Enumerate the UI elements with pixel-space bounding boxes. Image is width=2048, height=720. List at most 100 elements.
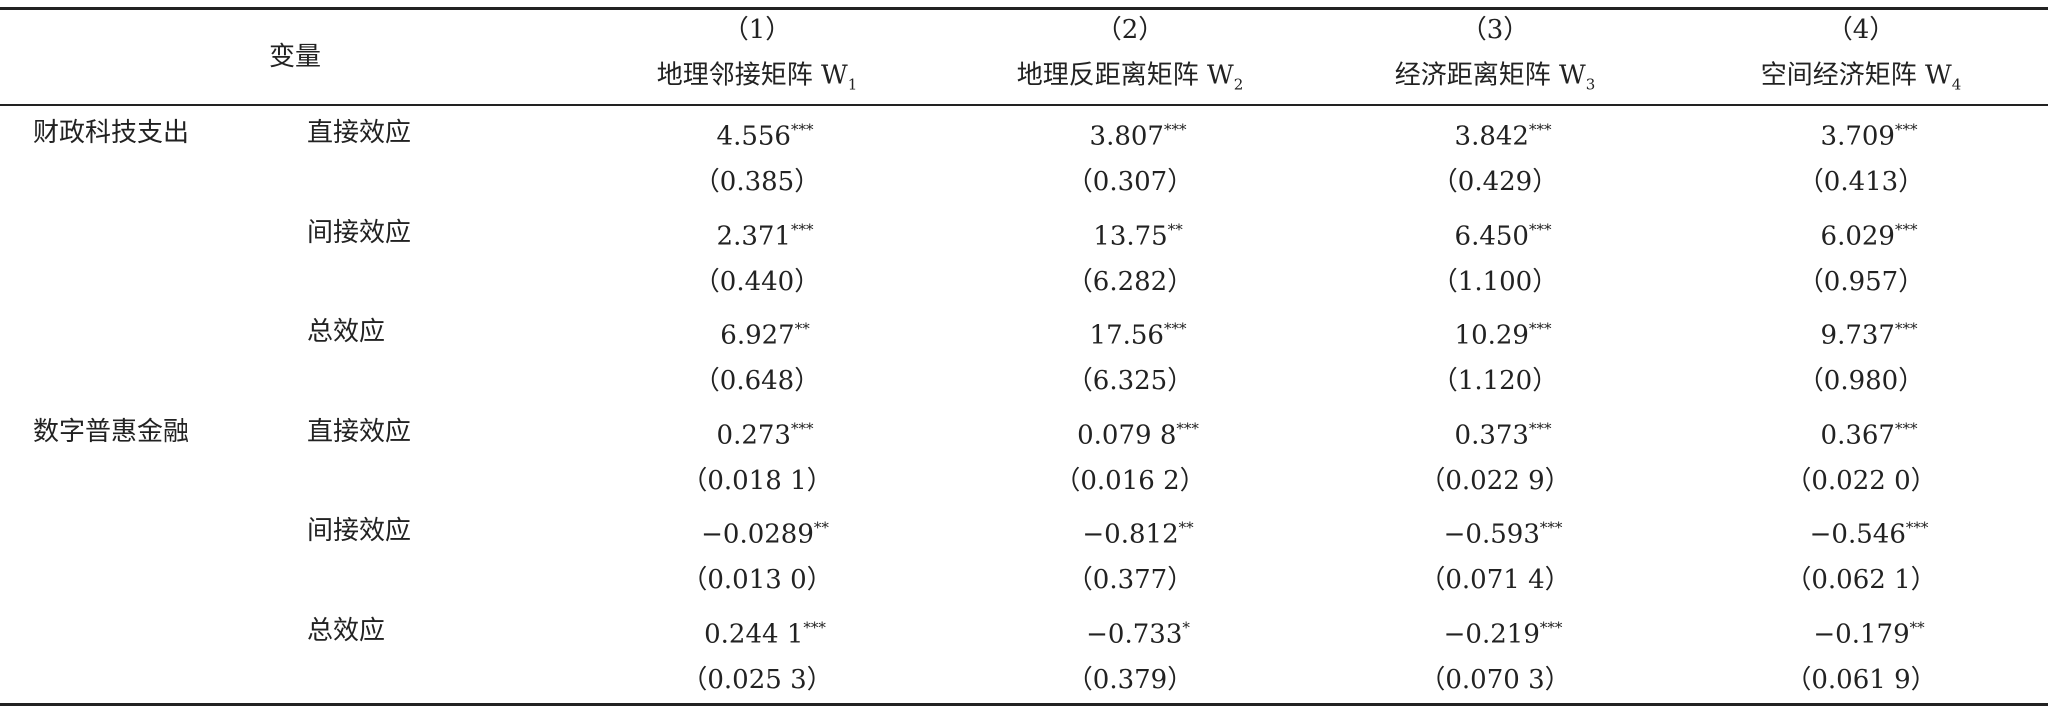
- significance-stars: ***: [1905, 518, 1929, 537]
- significance-stars: ***: [1539, 518, 1563, 537]
- coef-value: 10.29: [1454, 320, 1529, 351]
- standard-error: （0.025 3）: [681, 664, 833, 695]
- coef-value: 6.450: [1454, 220, 1529, 251]
- standard-error: （1.100）: [1431, 266, 1559, 297]
- standard-error: （0.648）: [693, 366, 821, 396]
- column-subscript: 1: [847, 75, 858, 94]
- coef-value: 6.029: [1820, 220, 1895, 251]
- coefficient: 3.842***: [1455, 115, 1552, 152]
- standard-error: （6.325）: [1066, 366, 1194, 396]
- significance-stars: ***: [1894, 120, 1918, 139]
- significance-stars: ***: [1163, 319, 1187, 338]
- standard-error: （6.282）: [1066, 266, 1194, 297]
- standard-error: （0.413）: [1797, 167, 1925, 197]
- coef-value: −0.812: [1082, 519, 1179, 550]
- column-label: 经济距离矩阵 W3: [1395, 60, 1596, 99]
- coefficient: 0.367***: [1821, 413, 1918, 450]
- coefficient: −0.733*: [1086, 612, 1190, 649]
- coefficient: 17.56***: [1090, 314, 1187, 351]
- coefficient: −0.179**: [1813, 612, 1924, 649]
- coefficient: 0.244 1***: [704, 612, 826, 649]
- column-subscript: 4: [1951, 75, 1962, 94]
- column-subscript: 2: [1233, 75, 1244, 94]
- effect-name: 总效应: [307, 317, 386, 347]
- coef-value: 0.244 1: [704, 618, 804, 649]
- coefficient: 6.450***: [1455, 214, 1552, 251]
- coef-value: −0.546: [1809, 519, 1906, 550]
- standard-error: （0.070 3）: [1419, 664, 1571, 695]
- coef-value: 3.709: [1820, 121, 1895, 152]
- coef-value: 0.079 8: [1077, 419, 1177, 450]
- significance-stars: ***: [1894, 319, 1918, 338]
- significance-stars: ***: [790, 220, 814, 239]
- significance-stars: ***: [1894, 220, 1918, 239]
- significance-stars: **: [1909, 618, 1925, 637]
- significance-stars: ***: [1528, 220, 1552, 239]
- standard-error: （0.022 0）: [1785, 465, 1937, 496]
- significance-stars: ***: [1894, 419, 1918, 438]
- group-name: 数字普惠金融: [33, 416, 190, 447]
- coef-value: −0.733: [1086, 618, 1183, 649]
- standard-error: （0.061 9）: [1785, 664, 1937, 695]
- column-number: （1）: [722, 15, 792, 45]
- significance-stars: ***: [1528, 419, 1552, 438]
- column-label-text: 地理邻接矩阵 W: [656, 60, 848, 91]
- column-number: （2）: [1095, 15, 1165, 45]
- significance-stars: ***: [1528, 319, 1552, 338]
- standard-error: （0.013 0）: [681, 565, 833, 595]
- column-subscript: 3: [1585, 75, 1596, 94]
- coef-value: 0.273: [716, 419, 791, 450]
- coefficient: 6.927**: [720, 314, 809, 351]
- coefficient: 6.029***: [1821, 214, 1918, 251]
- column-label: 空间经济矩阵 W4: [1761, 60, 1962, 99]
- standard-error: （0.018 1）: [681, 465, 833, 496]
- coef-value: 0.373: [1454, 419, 1529, 450]
- effect-name: 间接效应: [307, 217, 412, 248]
- significance-stars: ***: [1528, 120, 1552, 139]
- significance-stars: **: [1178, 518, 1194, 537]
- coef-value: 6.927: [720, 320, 795, 351]
- coefficient: 3.709***: [1821, 115, 1918, 152]
- coef-value: −0.0289: [701, 519, 814, 550]
- coefficient: 9.737***: [1821, 314, 1918, 351]
- coef-value: 3.807: [1089, 121, 1164, 152]
- coefficient: 0.273***: [717, 413, 814, 450]
- standard-error: （1.120）: [1431, 366, 1559, 396]
- standard-error: （0.307）: [1066, 167, 1194, 197]
- significance-stars: **: [794, 319, 810, 338]
- significance-stars: ***: [1176, 419, 1199, 438]
- group-name: 财政科技支出: [33, 118, 190, 148]
- coef-value: 4.556: [716, 121, 791, 152]
- standard-error: （0.980）: [1797, 366, 1925, 396]
- bottom-rule: [0, 703, 2048, 706]
- coef-value: −0.219: [1443, 618, 1540, 649]
- coefficient: 13.75**: [1093, 214, 1182, 251]
- coefficient: −0.546***: [1810, 513, 1929, 550]
- top-rule: [0, 7, 2048, 10]
- coef-value: −0.593: [1443, 519, 1540, 550]
- column-number: （4）: [1826, 15, 1896, 45]
- standard-error: （0.957）: [1797, 266, 1925, 297]
- significance-stars: ***: [1539, 618, 1563, 637]
- column-label-text: 经济距离矩阵 W: [1394, 60, 1586, 91]
- coef-value: 2.371: [716, 220, 791, 251]
- column-label-text: 空间经济矩阵 W: [1760, 60, 1952, 91]
- standard-error: （0.440）: [693, 266, 821, 297]
- coefficient: −0.0289**: [701, 513, 829, 550]
- standard-error: （0.071 4）: [1419, 565, 1571, 595]
- coef-value: 0.367: [1820, 419, 1895, 450]
- coefficient: 0.079 8***: [1077, 413, 1199, 450]
- standard-error: （0.377）: [1066, 565, 1194, 595]
- coef-value: 17.56: [1089, 320, 1164, 351]
- significance-stars: **: [1167, 220, 1183, 239]
- standard-error: （0.022 9）: [1419, 465, 1571, 496]
- coefficient: 2.371***: [717, 214, 814, 251]
- coefficient: 10.29***: [1455, 314, 1552, 351]
- significance-stars: *: [1182, 618, 1190, 637]
- coefficient: −0.812**: [1082, 513, 1193, 550]
- effect-name: 直接效应: [307, 416, 412, 447]
- column-number: （3）: [1460, 15, 1530, 45]
- variable-header: 变量: [268, 42, 322, 72]
- significance-stars: ***: [790, 419, 814, 438]
